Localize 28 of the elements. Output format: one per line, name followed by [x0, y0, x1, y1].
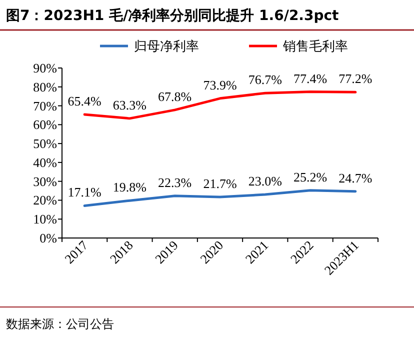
- data-label: 73.9%: [203, 77, 237, 92]
- data-label: 77.4%: [293, 70, 328, 86]
- y-tick-label: 30%: [33, 174, 58, 189]
- y-tick-label: 40%: [33, 154, 58, 170]
- data-label: 22.3%: [158, 174, 192, 190]
- legend-label: 归母净利率: [134, 38, 199, 54]
- legend-label: 销售毛利率: [282, 38, 348, 54]
- y-tick-label: 90%: [33, 60, 58, 76]
- chart-title: 图7：2023H1 毛/净利率分别同比提升 1.6/2.3pct: [6, 7, 340, 24]
- y-tick-label: 20%: [33, 192, 58, 208]
- y-tick-label: 50%: [33, 136, 58, 152]
- y-tick-label: 80%: [33, 79, 58, 94]
- data-label: 23.0%: [248, 174, 282, 189]
- data-label: 25.2%: [293, 169, 328, 184]
- data-label: 67.8%: [158, 88, 192, 104]
- source-note: 数据来源：公司公告: [6, 317, 114, 331]
- y-tick-label: 60%: [33, 117, 58, 132]
- data-label: 63.3%: [112, 97, 147, 112]
- y-tick-label: 0%: [40, 230, 58, 246]
- data-label: 17.1%: [68, 184, 102, 200]
- data-label: 77.2%: [338, 71, 372, 86]
- data-label: 76.7%: [248, 72, 282, 88]
- data-label: 24.7%: [338, 170, 372, 186]
- y-tick-label: 10%: [33, 212, 58, 227]
- y-tick-label: 70%: [33, 98, 58, 114]
- data-label: 65.4%: [68, 93, 102, 108]
- data-label: 21.7%: [203, 176, 237, 192]
- data-label: 19.8%: [112, 180, 147, 195]
